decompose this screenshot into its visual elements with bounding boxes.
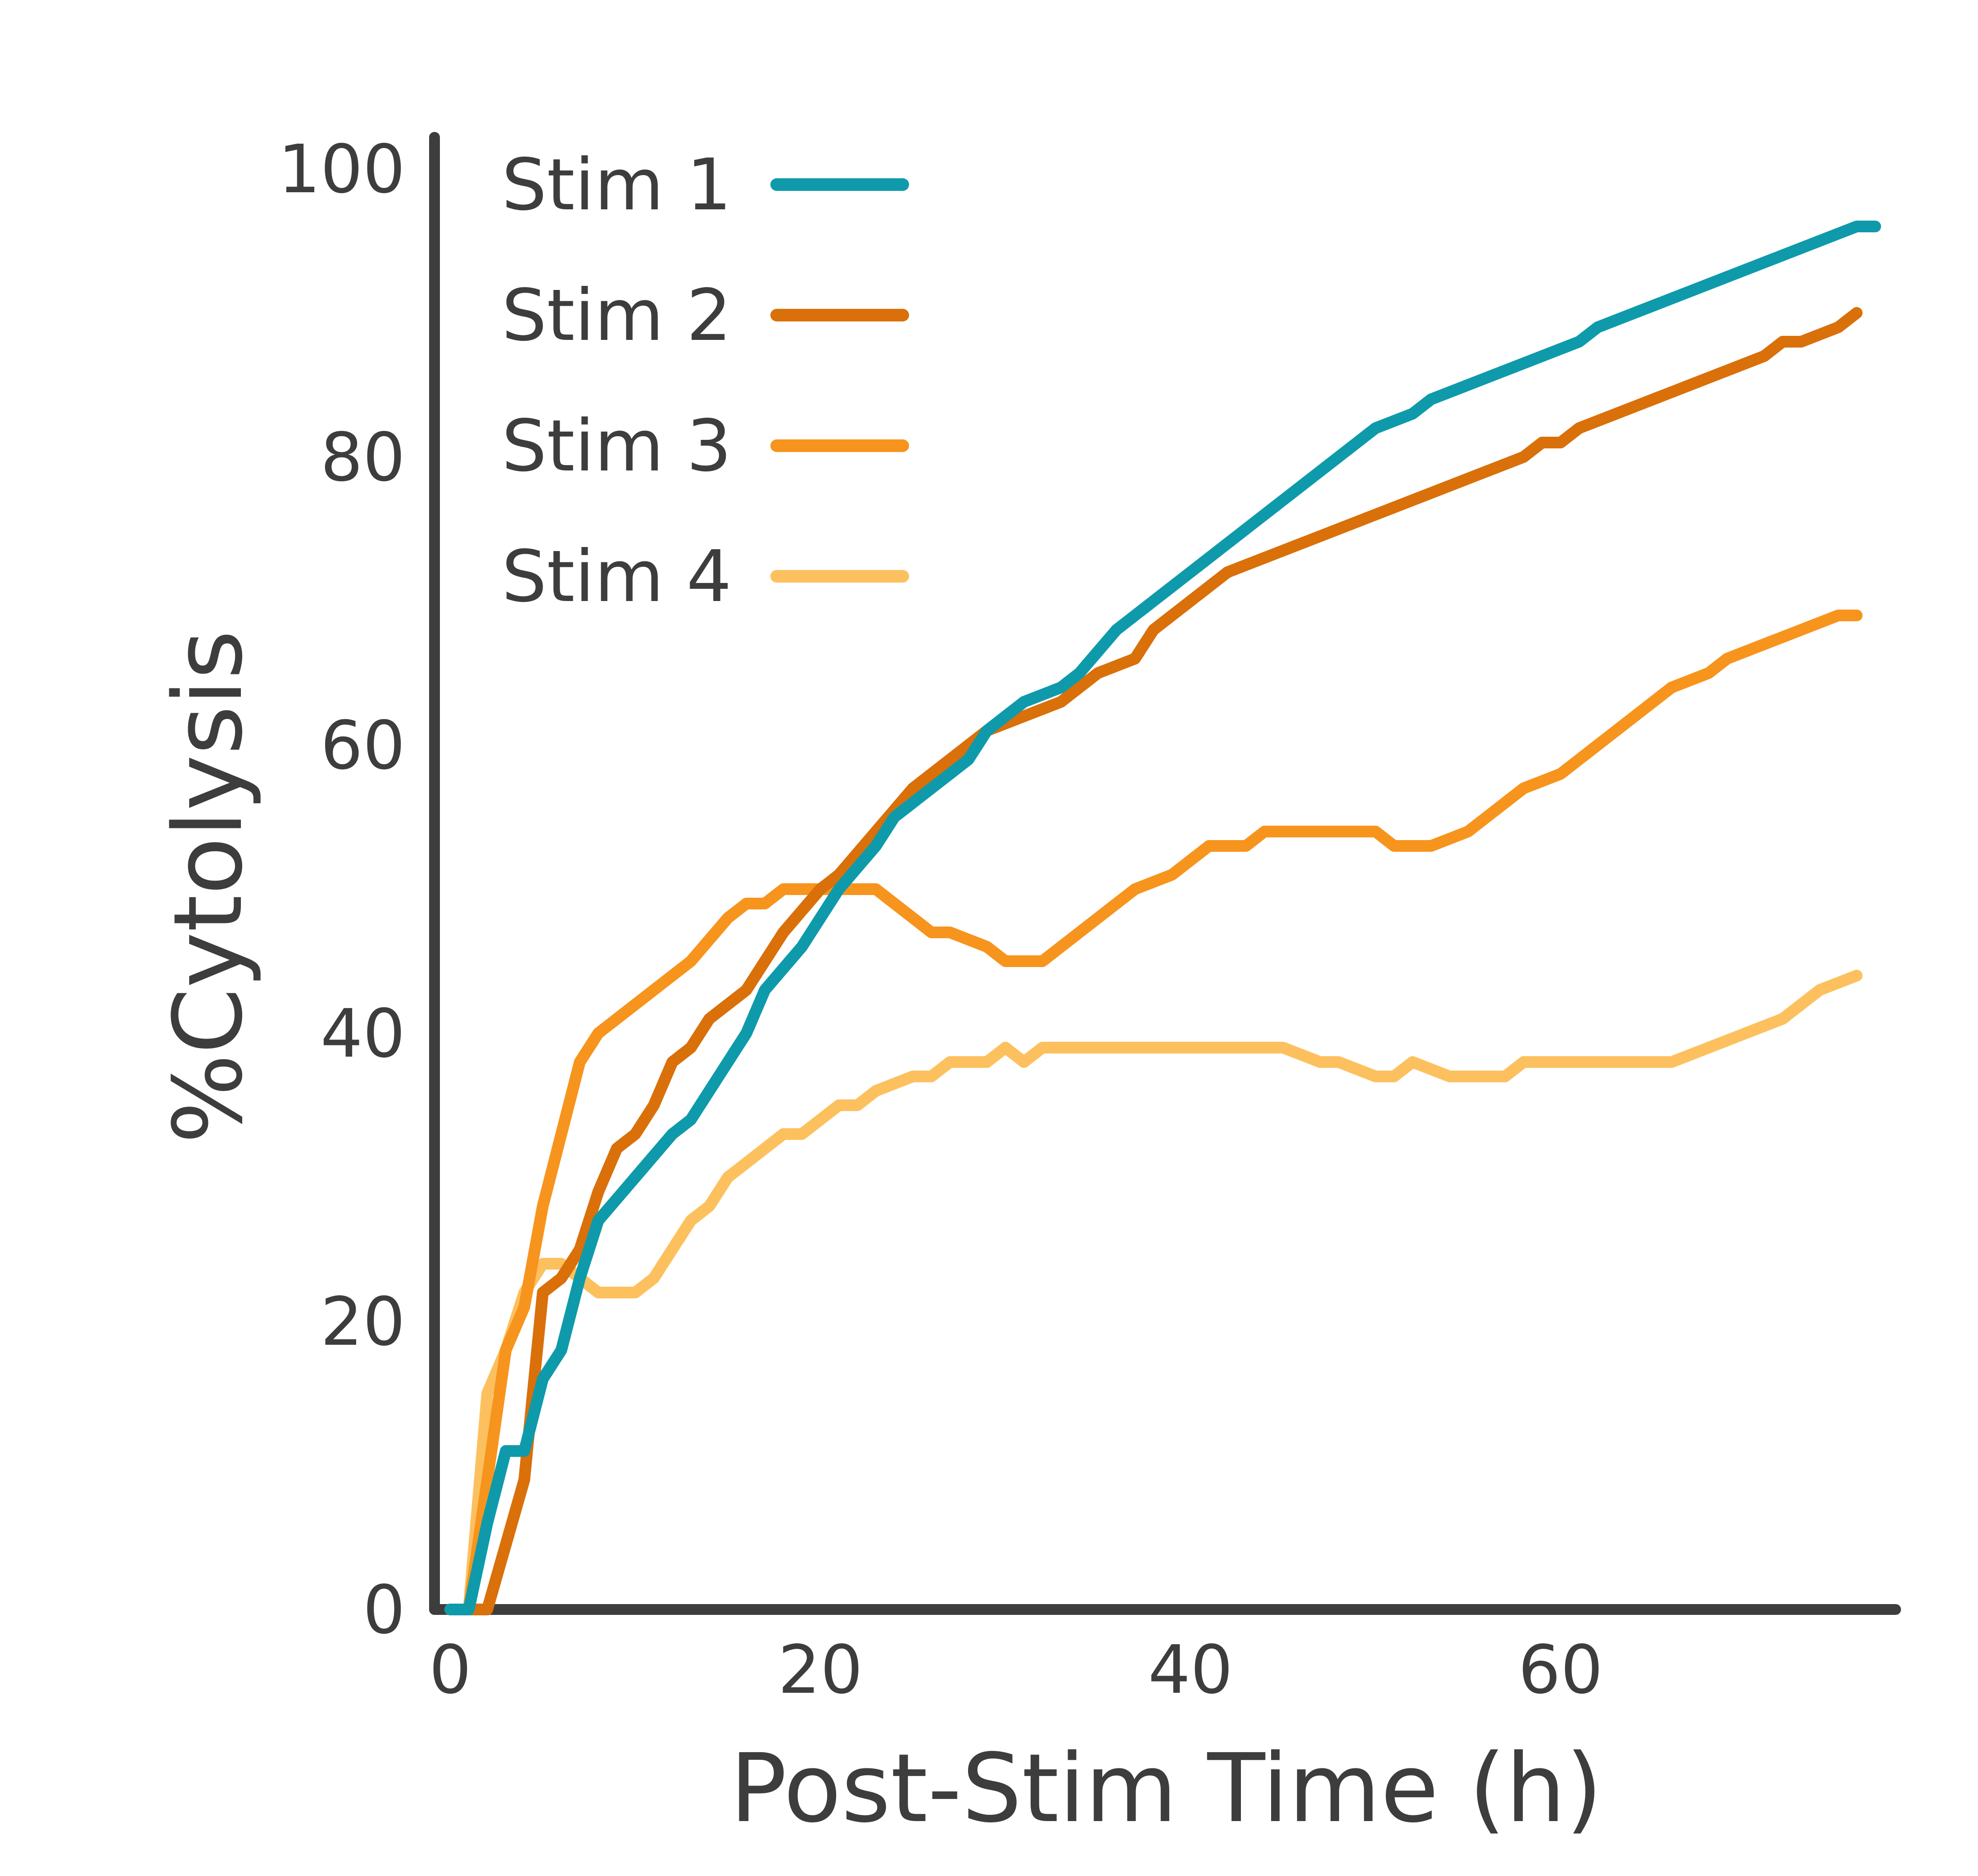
legend-item-stim-2: Stim 2	[502, 274, 909, 357]
legend-item-stim-1: Stim 1	[502, 144, 909, 226]
legend-label: Stim 3	[502, 405, 732, 488]
series-line-stim-4	[444, 970, 1863, 1615]
y-tick-label: 40	[321, 995, 405, 1072]
series-line-stim-2	[444, 307, 1863, 1615]
y-tick-label: 0	[363, 1571, 405, 1649]
legend-label: Stim 1	[502, 144, 732, 226]
y-tick-label: 80	[321, 419, 405, 496]
y-tick-labels: 0 20 40 60 80 100	[278, 131, 406, 1649]
y-tick-label: 20	[321, 1283, 405, 1361]
axes	[429, 132, 1901, 1615]
x-tick-label: 60	[1518, 1631, 1603, 1709]
x-axis-title: Post-Stim Time (h)	[730, 1733, 1602, 1844]
x-tick-label: 40	[1148, 1631, 1233, 1709]
x-tick-label: 0	[429, 1631, 471, 1709]
series-line-stim-3	[444, 610, 1863, 1615]
legend-label: Stim 4	[502, 535, 732, 618]
legend-item-stim-3: Stim 3	[502, 405, 909, 488]
x-tick-labels: 0 20 40 60	[429, 1631, 1603, 1709]
series-line-stim-1	[444, 221, 1881, 1615]
series-lines	[444, 221, 1881, 1615]
legend-item-stim-4: Stim 4	[502, 535, 909, 618]
x-tick-label: 20	[778, 1631, 863, 1709]
y-tick-label: 100	[278, 131, 406, 208]
legend-label: Stim 2	[502, 274, 732, 357]
y-axis-title: %Cytolysis	[153, 630, 263, 1144]
y-tick-label: 60	[321, 707, 405, 784]
legend: Stim 1 Stim 2 Stim 3 Stim 4	[502, 144, 909, 618]
